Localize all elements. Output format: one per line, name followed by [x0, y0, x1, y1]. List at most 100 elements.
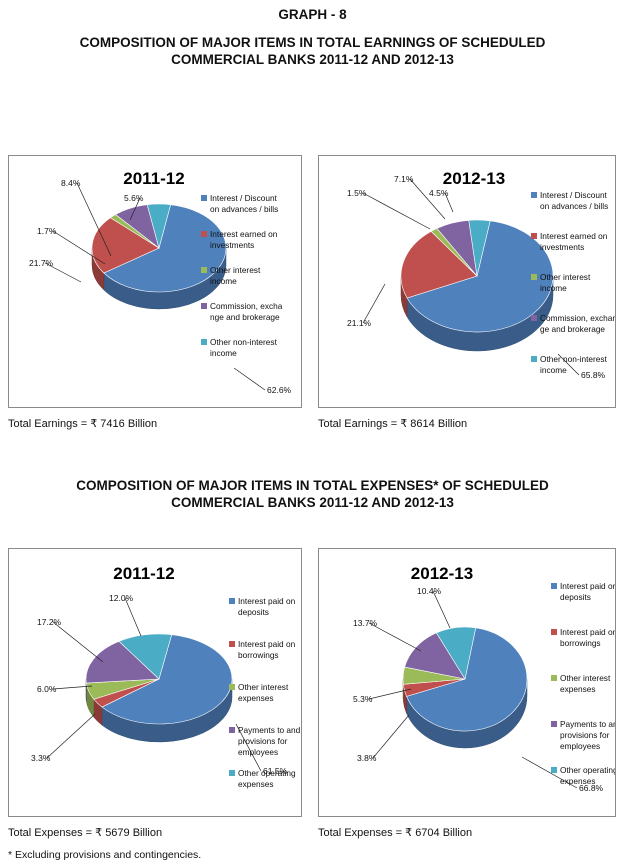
leader-line-4 — [444, 192, 454, 213]
data-label-4: 12.0% — [109, 593, 134, 603]
legend-label-0: Interest paid on deposits — [238, 596, 296, 617]
pie-slice-3 — [404, 632, 466, 680]
leader-line-2 — [362, 192, 431, 230]
legend-label-2: Other interest expenses — [238, 682, 289, 703]
leader-line-4 — [129, 197, 141, 221]
data-label-0: 62.6% — [267, 385, 292, 395]
leader-line-1 — [46, 713, 96, 759]
legend-label-1: Interest earned on investments — [540, 231, 608, 252]
legend-swatch-3 — [551, 721, 557, 727]
data-label-4: 5.6% — [124, 193, 144, 203]
chart-title: 2012-13 — [411, 564, 473, 583]
total-earnings-2012-13: Total Earnings = ₹ 8614 Billion — [318, 418, 468, 430]
legend-swatch-4 — [531, 356, 537, 362]
leader-line-0 — [521, 756, 578, 789]
data-label-1: 21.7% — [29, 258, 54, 268]
data-label-3: 8.4% — [61, 178, 81, 188]
legend-label-4: Other operating expenses — [560, 765, 615, 786]
legend-swatch-3 — [229, 727, 235, 733]
pie-slice-3 — [85, 640, 160, 684]
legend-swatch-1 — [201, 231, 207, 237]
legend-swatch-0 — [551, 583, 557, 589]
total-earnings-2011-12: Total Earnings = ₹ 7416 Billion — [8, 418, 158, 430]
legend-label-0: Interest / Discount on advances / bills — [210, 193, 278, 214]
leader-line-0 — [233, 367, 266, 391]
legend-label-4: Other operating expenses — [238, 768, 296, 789]
legend-swatch-2 — [201, 267, 207, 273]
legend-swatch-4 — [551, 767, 557, 773]
legend-label-2: Other interest expenses — [560, 673, 611, 694]
legend-swatch-0 — [229, 598, 235, 604]
data-label-3: 13.7% — [353, 618, 378, 628]
footnote: * Excluding provisions and contingencies… — [8, 849, 202, 861]
leader-line-0 — [557, 353, 580, 376]
leader-line-3 — [76, 182, 112, 257]
chart-panel-earnings-2011-12: 2011-12 62.6% 21.7% 1.7% 8.4% 5.6% Interest / … — [8, 155, 302, 408]
pie-slice-1 — [400, 230, 478, 299]
leader-line-4 — [124, 597, 142, 637]
legend-label-1: Interest paid on borrowings — [560, 627, 615, 648]
data-label-3: 7.1% — [394, 174, 414, 184]
leader-line-0 — [235, 723, 262, 772]
legend-label-2: Other interest income — [210, 265, 261, 286]
graph-label: GRAPH - 8 — [278, 7, 347, 22]
legend-swatch-0 — [531, 192, 537, 198]
legend-swatch-1 — [531, 233, 537, 239]
leader-line-1 — [362, 283, 386, 324]
legend-label-4: Other non-interest income — [210, 337, 278, 358]
legend-swatch-2 — [531, 274, 537, 280]
leader-line-4 — [432, 590, 451, 629]
chart-panel-expenses-2012-13: 2012-13 66.8% 3.8% 5.3% 13.7% 10.4% Interest p… — [318, 548, 616, 817]
leader-line-2 — [52, 230, 106, 265]
data-label-2: 6.0% — [37, 684, 57, 694]
legend-swatch-2 — [551, 675, 557, 681]
legend-label-0: Interest / Discount on advances / bills — [540, 190, 608, 211]
pie-sides — [85, 678, 233, 743]
pie-slice-0 — [103, 204, 227, 293]
leader-line-2 — [368, 688, 412, 700]
data-label-2: 1.5% — [347, 188, 367, 198]
data-label-0: 61.5% — [263, 766, 288, 776]
chart-title: 2011-12 — [123, 169, 184, 188]
chart-title: 2011-12 — [113, 564, 174, 583]
pie-slice-0 — [406, 220, 554, 333]
data-label-3: 17.2% — [37, 617, 62, 627]
pie-slice-4 — [146, 203, 172, 250]
total-expenses-2011-12: Total Expenses = ₹ 5679 Billion — [8, 827, 163, 839]
data-label-0: 65.8% — [581, 370, 606, 380]
leader-line-3 — [409, 178, 446, 220]
legend-swatch-0 — [201, 195, 207, 201]
legend-swatch-2 — [229, 684, 235, 690]
data-label-1: 3.8% — [357, 753, 377, 763]
expenses-title-line2: COMMERCIAL BANKS 2011-12 AND 2012-13 — [171, 495, 454, 510]
total-expenses-2012-13: Total Expenses = ₹ 6704 Billion — [318, 827, 473, 839]
leader-line-1 — [372, 714, 410, 759]
legend-label-2: Other interest income — [540, 272, 591, 293]
pie-slice-0 — [406, 627, 528, 732]
pie-slice-4 — [468, 219, 491, 277]
legend-swatch-1 — [229, 641, 235, 647]
earnings-title-line2: COMMERCIAL BANKS 2011-12 AND 2012-13 — [171, 52, 454, 67]
data-label-1: 21.1% — [347, 318, 372, 328]
pie-slice-4 — [118, 633, 173, 680]
chart-panel-earnings-2012-13: 2012-13 65.8% 21.1% 1.5% 7.1% 4.5% Interest / … — [318, 155, 616, 408]
pie-slice-0 — [101, 634, 233, 725]
legend-label-1: Interest earned on investments — [210, 229, 278, 250]
data-label-4: 10.4% — [417, 586, 442, 596]
chart-title: 2012-13 — [443, 169, 505, 188]
data-label-2: 1.7% — [37, 226, 57, 236]
legend-swatch-4 — [201, 339, 207, 345]
leader-line-3 — [52, 621, 104, 663]
earnings-title-line1: COMPOSITION OF MAJOR ITEMS IN TOTAL EARN… — [79, 35, 546, 50]
data-label-4: 4.5% — [429, 188, 449, 198]
legend-label-0: Interest paid on deposits — [560, 581, 615, 602]
data-label-2: 5.3% — [353, 694, 373, 704]
legend-swatch-4 — [229, 770, 235, 776]
leader-line-2 — [52, 685, 93, 690]
pie-slice-1 — [91, 217, 160, 274]
data-label-0: 66.8% — [579, 783, 604, 793]
